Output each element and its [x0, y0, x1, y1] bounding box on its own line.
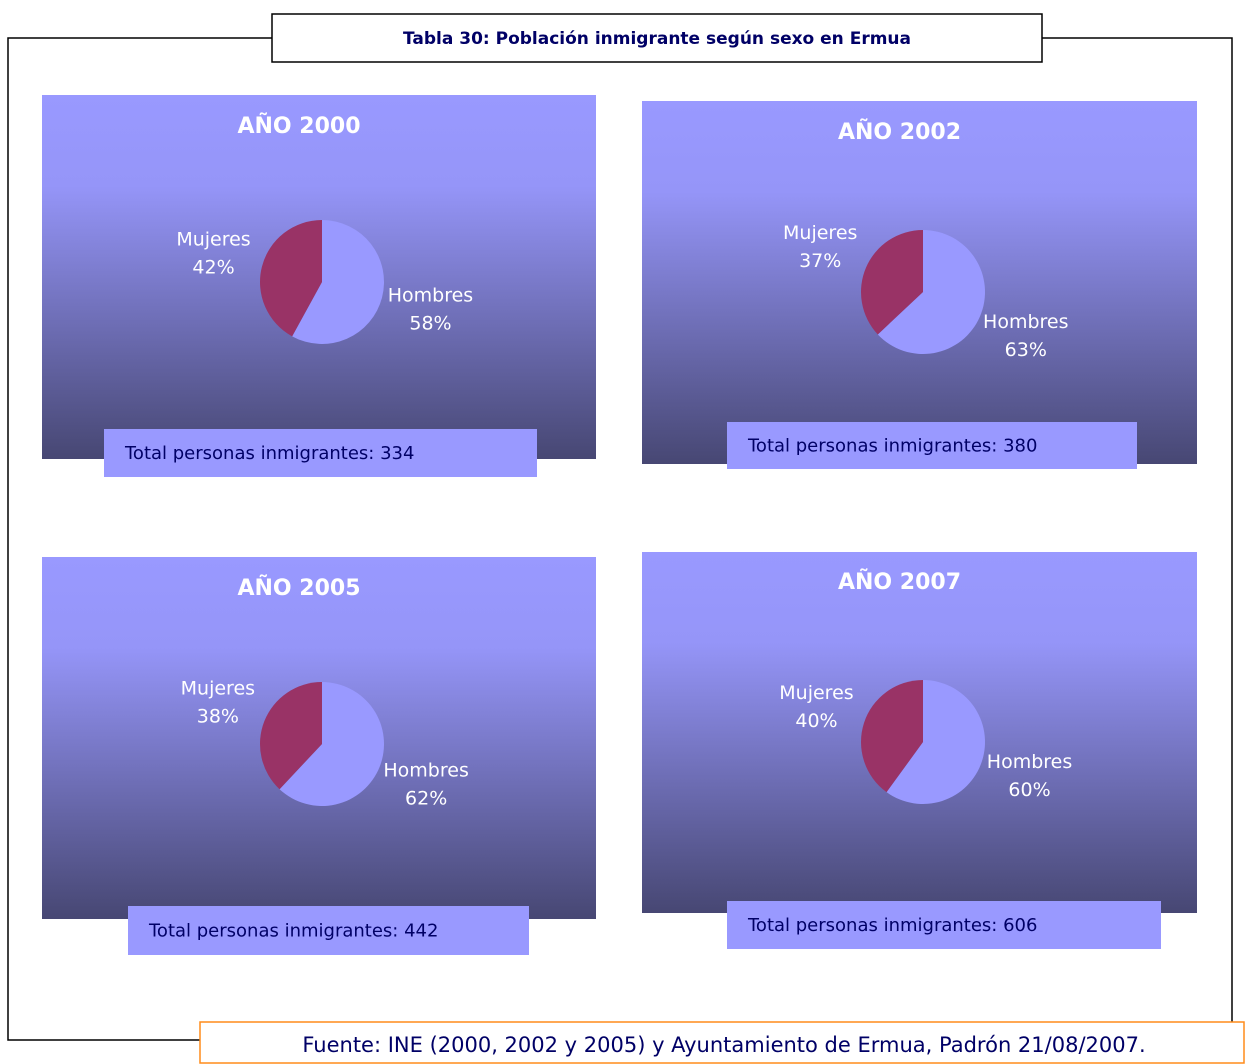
slice-label: Mujeres	[779, 682, 853, 704]
total-box	[727, 901, 1161, 949]
chart-title: AÑO 2005	[237, 575, 360, 601]
total-box	[104, 429, 537, 477]
slice-label: Hombres	[388, 284, 473, 306]
total-box	[128, 906, 529, 955]
pie-slice	[260, 220, 322, 337]
pie-slice	[260, 682, 322, 790]
slice-label: Mujeres	[176, 229, 250, 251]
pie-slice	[886, 680, 986, 805]
slice-value: 37%	[799, 250, 841, 272]
total-label: Total personas inmigrantes: 334	[124, 443, 414, 464]
frame	[7, 37, 1233, 1041]
source: Fuente: INE (2000, 2002 y 2005) y Ayunta…	[302, 1033, 1145, 1057]
title-box	[271, 13, 1043, 63]
pie-slice	[877, 230, 985, 354]
chart-title: AÑO 2007	[838, 569, 961, 595]
slice-label: Mujeres	[181, 677, 255, 699]
total-label: Total personas inmigrantes: 380	[747, 436, 1037, 457]
slice-value: 40%	[795, 710, 837, 732]
slice-value: 58%	[409, 312, 451, 334]
total-label: Total personas inmigrantes: 606	[747, 915, 1037, 936]
source-box	[199, 1021, 1245, 1064]
total-box	[727, 422, 1137, 469]
chart-title: AÑO 2002	[838, 119, 961, 145]
pie-slice	[279, 682, 385, 807]
slice-label: Hombres	[383, 760, 468, 782]
slice-value: 60%	[1008, 779, 1050, 801]
slice-value: 38%	[197, 705, 239, 727]
page-title: Tabla 30: Población inmigrante según sex…	[403, 29, 911, 49]
pie-slice	[292, 220, 385, 345]
slice-label: Hombres	[983, 311, 1068, 333]
slice-value: 63%	[1005, 339, 1047, 361]
slice-value: 42%	[192, 257, 234, 279]
pie-slice	[860, 230, 923, 335]
slice-value: 62%	[405, 788, 447, 810]
slice-label: Hombres	[987, 751, 1072, 773]
total-label: Total personas inmigrantes: 442	[148, 921, 438, 942]
chart-title: AÑO 2000	[237, 113, 360, 139]
pie-slice	[861, 680, 923, 793]
slice-label: Mujeres	[783, 222, 857, 244]
